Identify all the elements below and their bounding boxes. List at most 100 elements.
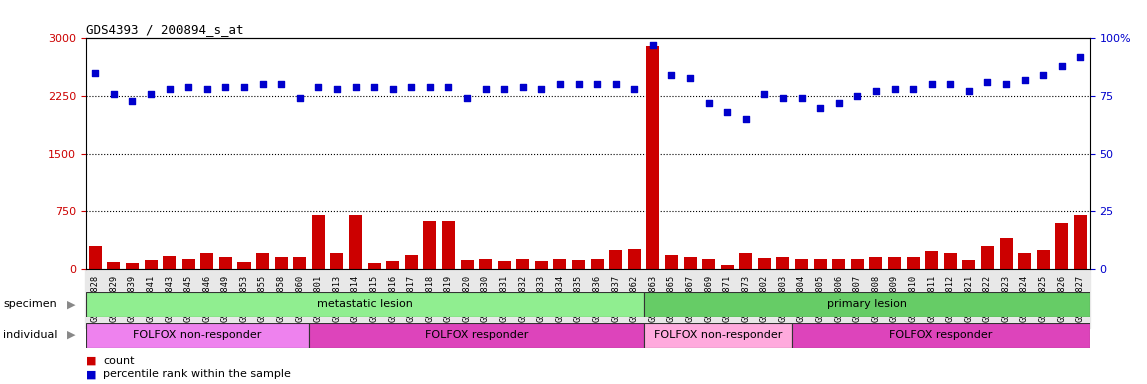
Bar bbox=[962, 260, 975, 269]
Point bbox=[960, 88, 978, 94]
Point bbox=[718, 109, 736, 115]
Bar bbox=[330, 253, 343, 269]
Point bbox=[217, 84, 235, 90]
Bar bbox=[349, 215, 362, 269]
Bar bbox=[833, 259, 845, 269]
Bar bbox=[219, 257, 232, 269]
Point bbox=[161, 86, 179, 92]
Point bbox=[346, 84, 365, 90]
Point bbox=[514, 84, 532, 90]
Bar bbox=[981, 246, 994, 269]
Bar bbox=[813, 259, 827, 269]
Bar bbox=[309, 323, 643, 348]
Bar bbox=[181, 259, 195, 269]
Point bbox=[774, 95, 793, 101]
Point bbox=[253, 81, 272, 88]
Bar bbox=[740, 253, 752, 269]
Text: individual: individual bbox=[3, 330, 58, 340]
Point bbox=[496, 86, 514, 92]
Bar bbox=[367, 263, 381, 269]
Point bbox=[643, 42, 662, 48]
Bar bbox=[201, 253, 213, 269]
Bar bbox=[108, 262, 120, 269]
Bar bbox=[944, 253, 957, 269]
Text: metastatic lesion: metastatic lesion bbox=[317, 299, 413, 310]
Point bbox=[310, 84, 328, 90]
Bar bbox=[126, 263, 139, 269]
Bar bbox=[888, 257, 902, 269]
Bar bbox=[1074, 215, 1087, 269]
Text: FOLFOX non-responder: FOLFOX non-responder bbox=[133, 330, 262, 340]
Bar bbox=[643, 292, 1090, 317]
Text: FOLFOX responder: FOLFOX responder bbox=[424, 330, 528, 340]
Bar bbox=[86, 323, 309, 348]
Bar bbox=[926, 251, 938, 269]
Point bbox=[904, 86, 922, 92]
Bar bbox=[999, 238, 1013, 269]
Point bbox=[1071, 54, 1090, 60]
Point bbox=[978, 79, 997, 85]
Point bbox=[104, 91, 123, 97]
Point bbox=[700, 100, 718, 106]
Point bbox=[736, 116, 755, 122]
Point bbox=[532, 86, 551, 92]
Bar bbox=[498, 261, 510, 269]
Bar bbox=[237, 262, 250, 269]
Point bbox=[439, 84, 458, 90]
Bar bbox=[312, 215, 325, 269]
Point bbox=[569, 81, 587, 88]
Bar bbox=[256, 253, 270, 269]
Point bbox=[941, 81, 959, 88]
Bar bbox=[702, 259, 715, 269]
Bar bbox=[1055, 223, 1068, 269]
Point bbox=[328, 86, 346, 92]
Bar bbox=[665, 255, 678, 269]
Point bbox=[290, 95, 309, 101]
Bar bbox=[294, 257, 306, 269]
Point bbox=[383, 86, 401, 92]
Bar bbox=[591, 259, 603, 269]
Text: ▶: ▶ bbox=[67, 299, 75, 310]
Bar bbox=[869, 257, 882, 269]
Point bbox=[476, 86, 494, 92]
Bar bbox=[851, 259, 864, 269]
Bar bbox=[684, 257, 696, 269]
Point bbox=[235, 84, 253, 90]
Bar bbox=[572, 260, 585, 269]
Point bbox=[403, 84, 421, 90]
Bar bbox=[405, 255, 418, 269]
Bar bbox=[627, 249, 641, 269]
Bar bbox=[387, 261, 399, 269]
Bar bbox=[535, 261, 548, 269]
Text: primary lesion: primary lesion bbox=[827, 299, 906, 310]
Bar bbox=[795, 259, 809, 269]
Text: ■: ■ bbox=[86, 369, 96, 379]
Bar bbox=[758, 258, 771, 269]
Point bbox=[272, 81, 290, 88]
Point bbox=[681, 74, 700, 81]
Point bbox=[86, 70, 104, 76]
Bar bbox=[479, 259, 492, 269]
Point bbox=[811, 104, 829, 111]
Bar bbox=[643, 323, 793, 348]
Point bbox=[755, 91, 773, 97]
Point bbox=[1015, 77, 1033, 83]
Bar bbox=[145, 260, 157, 269]
Point bbox=[365, 84, 383, 90]
Point bbox=[662, 72, 680, 78]
Bar bbox=[554, 259, 567, 269]
Bar bbox=[906, 257, 920, 269]
Bar bbox=[647, 46, 660, 269]
Bar bbox=[88, 246, 102, 269]
Text: ■: ■ bbox=[86, 356, 96, 366]
Point bbox=[848, 93, 866, 99]
Bar bbox=[516, 259, 529, 269]
Point bbox=[829, 100, 848, 106]
Point bbox=[197, 86, 216, 92]
Bar bbox=[720, 265, 734, 269]
Text: FOLFOX non-responder: FOLFOX non-responder bbox=[654, 330, 782, 340]
Point bbox=[997, 81, 1015, 88]
Bar bbox=[423, 221, 436, 269]
Text: FOLFOX responder: FOLFOX responder bbox=[889, 330, 992, 340]
Text: count: count bbox=[103, 356, 134, 366]
